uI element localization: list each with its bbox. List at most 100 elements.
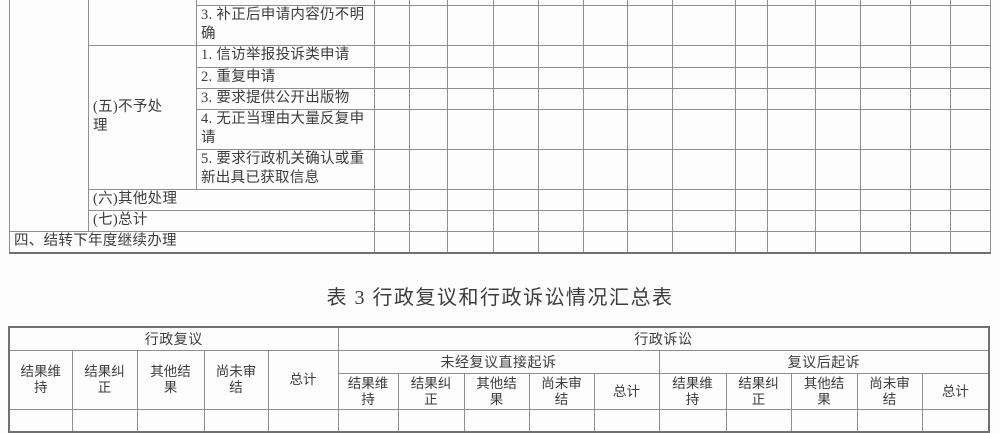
data-cell xyxy=(815,108,861,150)
subgroup-header-fuyihouqisu: 复议后起诉 xyxy=(658,350,990,374)
data-cell xyxy=(337,409,399,433)
data-cell xyxy=(735,87,768,110)
data-cell xyxy=(815,66,861,89)
data-cell xyxy=(950,87,991,110)
data-cell xyxy=(767,148,816,190)
data-cell xyxy=(767,66,816,89)
data-cell xyxy=(203,409,269,433)
table-row: 3. 补正后申请内容仍不明 确 xyxy=(10,4,991,46)
data-cell xyxy=(538,108,584,150)
data-cell xyxy=(538,209,584,232)
col-header-qitajieguo: 其他结 果 xyxy=(790,373,858,410)
data-cell xyxy=(910,188,951,211)
data-cell xyxy=(409,108,448,150)
data-cell xyxy=(538,188,584,211)
data-cell xyxy=(950,188,991,211)
data-cell xyxy=(538,230,584,254)
data-cell xyxy=(860,148,911,190)
data-cell xyxy=(672,209,736,232)
data-cell xyxy=(735,66,768,89)
data-cell xyxy=(493,4,539,46)
table-row: (六)其他处理 xyxy=(10,188,991,211)
table-row: 结果维 持 结果纠 正 其他结 果 尚未审 结 总计 结果维 持 结果纠 正 其… xyxy=(9,373,990,410)
data-cell xyxy=(583,209,628,232)
row-label-queren: 5. 要求行政机关确认或重 新出具已获取信息 xyxy=(196,148,375,190)
data-cell xyxy=(374,66,410,89)
data-cell xyxy=(815,188,861,211)
col-header-zongji: 总计 xyxy=(593,373,660,410)
data-cell xyxy=(463,409,530,433)
data-cell xyxy=(735,4,768,46)
data-cell xyxy=(725,409,792,433)
data-cell xyxy=(672,148,736,190)
data-cell xyxy=(409,188,448,211)
table-row: (五)不予处 理 1. 信访举报投诉类申请 xyxy=(10,44,991,190)
data-cell xyxy=(374,108,410,150)
col-header-shangweishenjie: 尚未审 结 xyxy=(203,350,269,410)
table-row: 行政复议 行政诉讼 xyxy=(8,326,990,351)
data-cell xyxy=(735,188,768,211)
data-cell xyxy=(374,209,410,232)
data-cell xyxy=(447,230,494,254)
data-cell xyxy=(627,4,673,46)
data-cell xyxy=(447,148,494,190)
data-cell xyxy=(528,409,595,433)
col-header-jieguojiuzheng: 结果纠 正 xyxy=(71,350,138,410)
data-cell xyxy=(538,4,584,46)
data-cell xyxy=(815,209,861,232)
col-header-jieguojiuzheng: 结果纠 正 xyxy=(725,373,792,410)
col-header-qitajieguo: 其他结 果 xyxy=(463,373,530,410)
col-header-jieguoweichi: 结果维 持 xyxy=(658,373,727,410)
data-cell xyxy=(447,44,494,68)
data-cell xyxy=(267,409,339,433)
data-cell xyxy=(860,44,911,68)
table-row: 5. 要求行政机关确认或重 新出具已获取信息 xyxy=(10,148,991,190)
group-header-xingzhengsusong: 行政诉讼 xyxy=(337,326,990,351)
data-cell xyxy=(409,209,448,232)
table-row xyxy=(8,409,990,433)
data-cell xyxy=(815,87,861,110)
data-cell xyxy=(860,209,911,232)
data-cell xyxy=(950,209,991,232)
col-header-qitajieguo: 其他结 果 xyxy=(136,350,205,410)
data-cell xyxy=(735,230,768,254)
data-cell xyxy=(583,66,628,89)
data-cell xyxy=(583,87,628,110)
col-header-shangweishenjie: 尚未审 结 xyxy=(528,373,595,410)
data-cell xyxy=(860,87,911,110)
data-cell xyxy=(767,188,816,211)
table-row: 结果维 持 结果纠 正 其他结 果 尚未审 结 总计 未经复议直接起诉 复议后起… xyxy=(8,350,990,410)
data-cell xyxy=(493,87,539,110)
col-header-jieguoweichi: 结果维 持 xyxy=(337,373,399,410)
data-cell xyxy=(767,87,816,110)
data-cell xyxy=(815,4,861,46)
data-cell xyxy=(950,66,991,89)
data-cell xyxy=(397,409,465,433)
data-cell xyxy=(950,230,991,254)
data-cell xyxy=(950,108,991,150)
data-cell xyxy=(409,230,448,254)
data-cell xyxy=(538,148,584,190)
data-cell xyxy=(447,108,494,150)
data-cell xyxy=(409,44,448,68)
data-cell xyxy=(493,188,539,211)
category-label-buyuchuli: (五)不予处 理 xyxy=(88,44,197,190)
data-cell xyxy=(672,87,736,110)
data-cell xyxy=(672,230,736,254)
data-cell xyxy=(627,148,673,190)
data-cell xyxy=(538,44,584,68)
data-cell xyxy=(409,4,448,46)
data-cell xyxy=(8,409,73,433)
data-cell xyxy=(672,66,736,89)
data-cell xyxy=(672,4,736,46)
data-cell xyxy=(790,409,858,433)
data-cell xyxy=(493,108,539,150)
data-cell xyxy=(627,66,673,89)
left-category-cell xyxy=(9,0,89,232)
category-cell-cropped xyxy=(88,0,197,46)
data-cell xyxy=(767,209,816,232)
data-cell xyxy=(374,4,410,46)
row-label-buzheng: 3. 补正后申请内容仍不明 确 xyxy=(196,4,375,46)
data-cell xyxy=(593,409,660,433)
data-cell xyxy=(767,44,816,68)
